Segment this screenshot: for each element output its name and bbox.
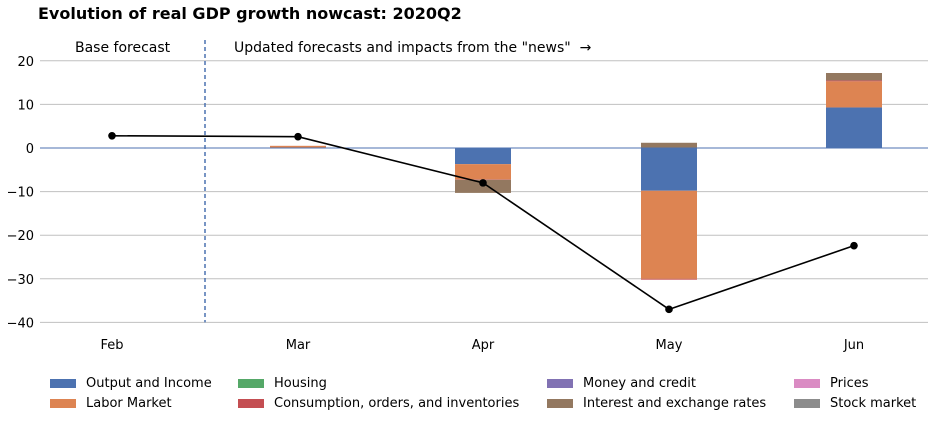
bar-segment [455, 148, 511, 165]
bar-segment [826, 107, 882, 148]
y-tick-label: −30 [7, 273, 34, 288]
legend-label: Labor Market [86, 396, 172, 411]
chart-title: Evolution of real GDP growth nowcast: 20… [38, 4, 462, 23]
x-tick-label: Jun [843, 338, 864, 353]
legend-swatch [238, 399, 264, 408]
legend-swatch [50, 379, 76, 388]
legend-label: Housing [274, 376, 327, 391]
legend-item: Interest and exchange rates [547, 396, 766, 411]
nowcast-point [108, 131, 116, 140]
bar-segment [826, 81, 882, 108]
legend-item: Money and credit [547, 376, 696, 391]
legend-item: Output and Income [50, 376, 212, 391]
y-tick-label: 10 [17, 98, 34, 113]
legend-label: Output and Income [86, 376, 212, 391]
x-tick-label: Mar [286, 338, 311, 353]
legend-label: Money and credit [583, 376, 696, 391]
legend-item: Housing [238, 376, 327, 391]
bar-segment [641, 278, 697, 280]
legend-swatch [547, 379, 573, 388]
legend-label: Stock market [830, 396, 917, 411]
bar-segment [270, 145, 326, 148]
label-layer: 20 10 0 −10 −20 −30 −40 Feb Mar Apr May Jun [7, 55, 865, 353]
legend-swatch [794, 399, 820, 408]
legend-item: Labor Market [50, 396, 172, 411]
x-tick-label: Apr [472, 338, 495, 353]
nowcast-point [665, 305, 673, 314]
legend-label: Prices [830, 376, 869, 391]
nowcast-point [294, 132, 302, 141]
bar-segment [641, 190, 697, 279]
bar-segment [826, 73, 882, 81]
legend-swatch [794, 379, 820, 388]
legend-swatch [50, 399, 76, 408]
y-tick-label: −10 [7, 186, 34, 201]
bar-segment [826, 80, 882, 82]
bar-segment [641, 142, 697, 148]
y-tick-label: −40 [7, 316, 34, 331]
y-tick-label: 20 [17, 55, 34, 70]
bar-segment [455, 164, 511, 180]
annotation-updated-forecasts: Updated forecasts and impacts from the "… [234, 40, 592, 56]
legend-item: Stock market [794, 396, 916, 411]
annotation-base-forecast: Base forecast [75, 40, 171, 56]
legend-item: Consumption, orders, and inventories [238, 396, 519, 411]
bar-segment [641, 148, 697, 191]
legend-label: Consumption, orders, and inventories [274, 396, 520, 411]
legend-swatch [547, 399, 573, 408]
chart-area: 20 10 0 −10 −20 −30 −40 Feb Mar Apr May Jun Base fo… [7, 40, 928, 353]
y-tick-label: −20 [7, 229, 34, 244]
legend-label: Interest and exchange rates [583, 396, 767, 411]
x-tick-label: Feb [100, 338, 123, 353]
y-tick-label: 0 [26, 142, 34, 157]
legend-swatch [238, 379, 264, 388]
nowcast-point [479, 179, 487, 187]
x-tick-label: May [656, 338, 683, 353]
nowcast-line-layer [108, 131, 858, 314]
legend: Output and Income Labor Market Housing Cons… [0, 370, 935, 420]
nowcast-point [850, 241, 858, 250]
legend-item: Prices [794, 376, 869, 391]
